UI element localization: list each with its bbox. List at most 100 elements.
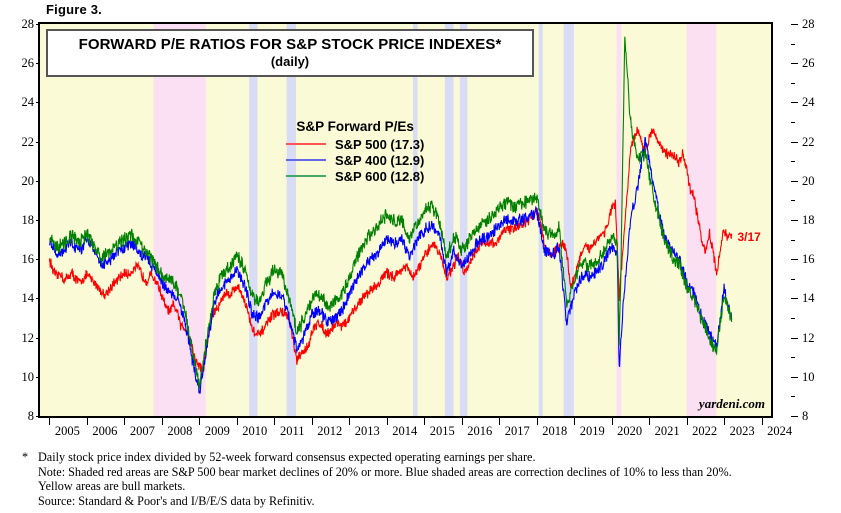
legend-item-sp400[interactable]: S&P 400 (12.9) xyxy=(286,152,424,168)
x-tick-mark xyxy=(236,418,238,425)
y-tick-label: 28 xyxy=(802,17,815,31)
legend-item-sp500[interactable]: S&P 500 (17.3) xyxy=(286,136,424,152)
watermark: yardeni.com xyxy=(698,396,765,411)
y-tick-mark xyxy=(791,43,795,45)
footnotes: * Daily stock price index divided by 52-… xyxy=(22,450,822,508)
y-tick-label: 26 xyxy=(802,56,815,71)
figure-label: Figure 3. xyxy=(46,2,102,17)
legend-title: S&P Forward P/Es xyxy=(296,119,414,134)
y-tick-mark xyxy=(791,24,798,25)
x-tick-mark xyxy=(424,418,426,425)
y-tick-label: 14 xyxy=(802,291,815,306)
x-tick-label: 2022 xyxy=(692,424,718,438)
y-tick-mark xyxy=(791,376,798,378)
y-tick-mark xyxy=(791,357,795,359)
x-tick-label: 2011 xyxy=(280,424,305,438)
y-tick-label: 18 xyxy=(802,213,815,227)
footnote-line-4: Source: Standard & Poor's and I/B/E/S da… xyxy=(38,493,315,508)
x-tick-label: 2024 xyxy=(767,424,793,438)
y-tick-label: 12 xyxy=(802,330,815,345)
x-tick-mark xyxy=(161,418,163,425)
legend-swatch-sp500 xyxy=(286,143,326,145)
y-tick-label: 28 xyxy=(21,17,35,31)
y-tick-label: 26 xyxy=(21,56,35,71)
x-tick-label: 2021 xyxy=(654,424,680,438)
x-tick-label: 2013 xyxy=(354,424,380,438)
x-tick-mark xyxy=(536,418,538,425)
x-tick-label: 2017 xyxy=(504,424,530,438)
y-tick-label: 24 xyxy=(21,95,35,110)
chart-title-box: FORWARD P/E RATIOS FOR S&P STOCK PRICE I… xyxy=(46,29,534,77)
y-tick-mark xyxy=(791,278,795,280)
legend-item-sp600[interactable]: S&P 600 (12.8) xyxy=(286,168,424,184)
y-tick-label: 14 xyxy=(21,291,35,306)
x-tick-mark xyxy=(611,418,613,425)
chart-subtitle: (daily) xyxy=(270,54,310,69)
x-tick-label: 2023 xyxy=(729,424,755,438)
y-tick-label: 18 xyxy=(21,213,35,227)
y-tick-mark xyxy=(791,122,795,123)
chart-plot-area[interactable]: FORWARD P/E RATIOS FOR S&P STOCK PRICE I… xyxy=(38,22,773,418)
y-tick-mark xyxy=(791,141,798,143)
y-tick-mark xyxy=(791,318,795,319)
x-tick-mark xyxy=(761,418,763,425)
y-tick-mark xyxy=(791,298,798,300)
y-tick-mark xyxy=(791,180,798,182)
x-tick-label: 2016 xyxy=(467,424,493,438)
y-tick-mark xyxy=(791,220,798,221)
x-tick-mark xyxy=(461,418,463,425)
footnote-line-2: Note: Shaded red areas are S&P 500 bear … xyxy=(38,464,732,479)
x-tick-label: 2008 xyxy=(167,424,193,438)
y-tick-mark xyxy=(791,63,798,65)
legend-label-sp400: S&P 400 (12.9) xyxy=(335,152,425,168)
x-tick-label: 2009 xyxy=(204,424,230,438)
y-tick-mark xyxy=(791,200,795,202)
x-tick-mark xyxy=(349,418,351,425)
x-tick-mark xyxy=(49,418,51,425)
x-axis: 2005 2006 2007 2008 2009 2010 2011 2012 2013 2014… xyxy=(38,418,792,442)
end-value-annotation: 3/17 xyxy=(737,229,761,244)
x-tick-label: 2018 xyxy=(542,424,568,438)
x-tick-label: 2005 xyxy=(54,424,80,438)
y-tick-mark xyxy=(791,396,795,398)
x-tick-mark xyxy=(311,418,313,425)
plot-inner xyxy=(40,24,771,416)
x-tick-mark xyxy=(499,418,501,425)
legend-label-sp500: S&P 500 (17.3) xyxy=(335,136,425,152)
y-tick-label: 10 xyxy=(802,369,815,384)
y-tick-mark xyxy=(791,416,798,417)
series-lines xyxy=(48,36,733,394)
y-tick-mark xyxy=(791,259,798,261)
y-tick-label: 12 xyxy=(21,330,35,345)
x-tick-mark xyxy=(124,418,126,425)
footnote-line-1: Daily stock price index divided by 52-we… xyxy=(38,450,536,464)
y-tick-mark xyxy=(791,337,798,339)
x-tick-label: 2015 xyxy=(429,424,455,438)
y-tick-label: 16 xyxy=(21,252,35,267)
x-tick-mark xyxy=(199,418,201,425)
legend-label-sp600: S&P 600 (12.8) xyxy=(335,168,425,184)
x-tick-label: 2006 xyxy=(92,424,118,438)
shaded-regions xyxy=(153,24,717,416)
y-tick-label: 8 xyxy=(27,409,34,423)
y-tick-label: 20 xyxy=(21,173,35,188)
legend-swatch-sp600 xyxy=(286,175,326,177)
x-tick-mark xyxy=(686,418,688,425)
x-tick-mark xyxy=(724,418,726,425)
y-tick-label: 22 xyxy=(802,134,815,149)
x-tick-label: 2019 xyxy=(579,424,605,438)
x-tick-mark xyxy=(649,418,651,425)
x-tick-mark xyxy=(274,418,276,425)
x-tick-mark xyxy=(574,418,576,425)
footnote-star: * xyxy=(22,450,29,464)
x-tick-mark xyxy=(386,418,388,425)
y-tick-mark xyxy=(791,239,795,241)
x-tick-label: 2020 xyxy=(617,424,643,438)
chart-title: FORWARD P/E RATIOS FOR S&P STOCK PRICE I… xyxy=(78,36,502,53)
y-axis-left: 8 10 12 14 16 18 20 22 24 26 28 xyxy=(8,18,43,422)
y-tick-label: 8 xyxy=(802,409,809,423)
y-tick-label: 24 xyxy=(802,95,815,110)
y-axis-right: 8 10 12 14 16 18 20 22 24 26 28 xyxy=(791,18,826,422)
footnote-line-3: Yellow areas are bull markets. xyxy=(38,479,186,494)
y-tick-label: 16 xyxy=(802,252,815,267)
